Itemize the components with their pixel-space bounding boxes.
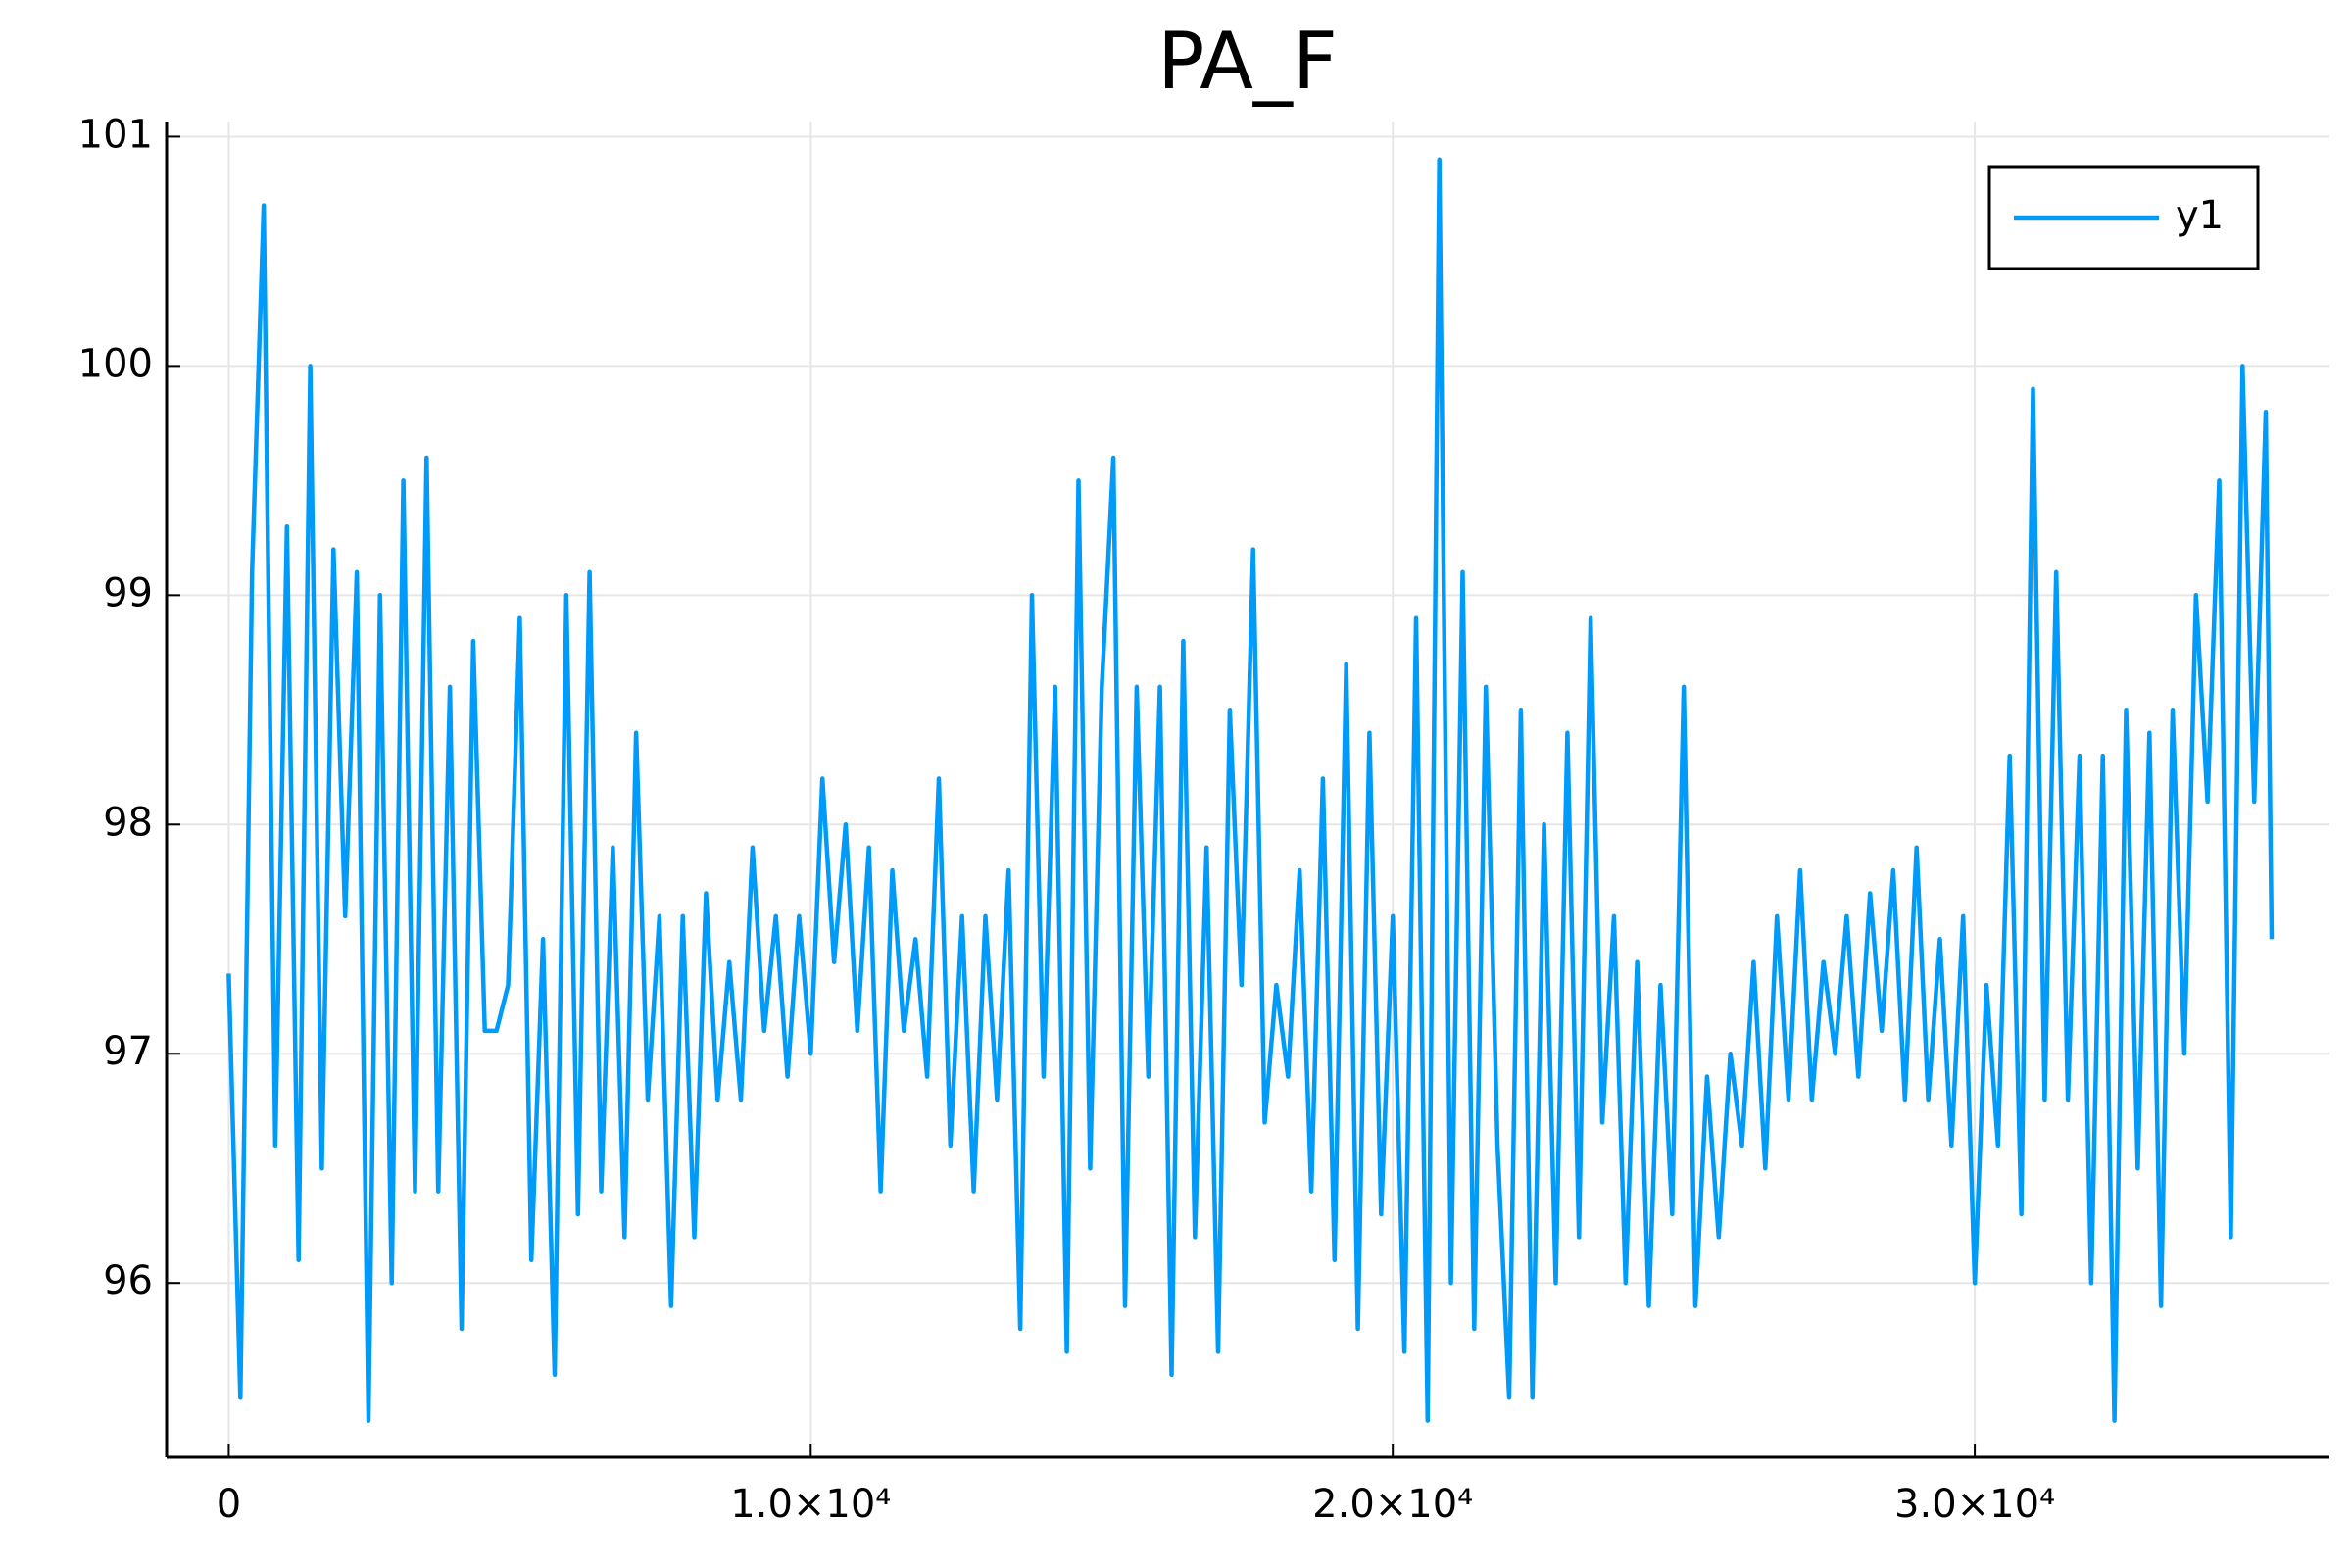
y-tick-label: 100 [78,341,153,386]
y-tick-label: 99 [103,570,153,615]
x-tick-label: 2.0×10⁴ [1312,1482,1473,1527]
x-tick-label: 3.0×10⁴ [1894,1482,2055,1527]
chart-title: PA_F [1157,16,1338,107]
data-line [226,157,2275,1423]
legend-label: y1 [2176,193,2224,238]
y-tick-label: 97 [103,1029,153,1074]
x-tick-label: 1.0×10⁴ [730,1482,891,1527]
y-tick-label: 101 [78,112,153,157]
y-tick-label: 96 [103,1258,153,1303]
x-tick-label: 0 [217,1482,241,1527]
y-tick-label: 98 [103,800,153,845]
